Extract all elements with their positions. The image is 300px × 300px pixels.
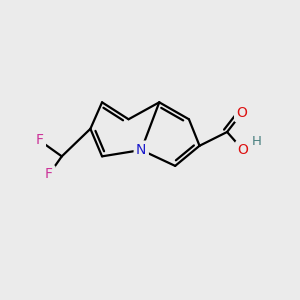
Text: N: N — [136, 143, 146, 157]
Text: O: O — [238, 143, 248, 157]
Text: H: H — [252, 135, 262, 148]
Text: F: F — [45, 167, 53, 182]
Text: F: F — [35, 134, 44, 148]
Text: O: O — [236, 106, 247, 120]
